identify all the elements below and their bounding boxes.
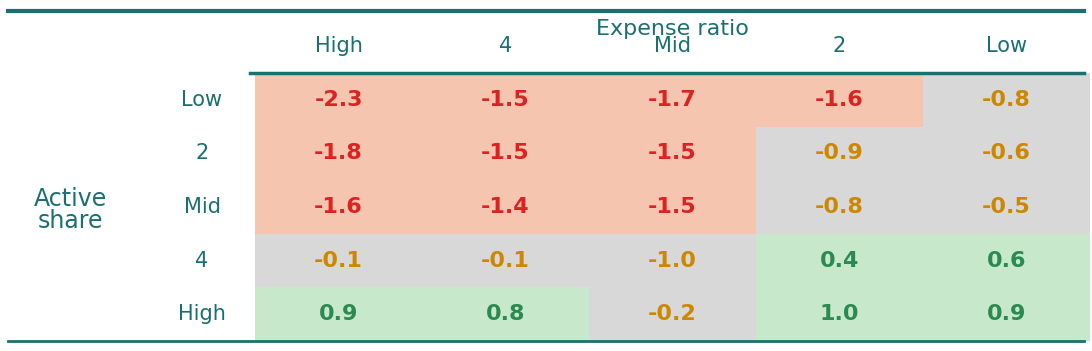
Text: share: share (37, 209, 103, 233)
Text: -0.1: -0.1 (482, 251, 530, 271)
Text: Mid: Mid (183, 197, 221, 217)
Text: -0.2: -0.2 (649, 304, 697, 324)
Bar (923, 180, 1090, 234)
Bar (923, 127, 1090, 180)
Text: 0.6: 0.6 (987, 251, 1026, 271)
Text: 0.9: 0.9 (987, 304, 1026, 324)
Text: -2.3: -2.3 (314, 90, 363, 110)
Text: -0.9: -0.9 (815, 144, 864, 164)
Bar (422, 180, 589, 234)
Text: 4: 4 (499, 36, 512, 56)
Text: Active: Active (34, 187, 107, 211)
Text: Mid: Mid (654, 36, 691, 56)
Bar (256, 73, 422, 127)
Text: -0.5: -0.5 (982, 197, 1031, 217)
Text: 0.8: 0.8 (486, 304, 525, 324)
Text: -1.6: -1.6 (815, 90, 864, 110)
Text: High: High (314, 36, 363, 56)
Bar (589, 127, 756, 180)
Text: Low: Low (181, 90, 223, 110)
Text: -1.7: -1.7 (649, 90, 697, 110)
Bar (756, 287, 923, 341)
Text: Low: Low (986, 36, 1028, 56)
Text: -1.8: -1.8 (314, 144, 363, 164)
Bar (589, 287, 756, 341)
Bar (589, 73, 756, 127)
Bar (256, 127, 422, 180)
Text: High: High (178, 304, 226, 324)
Bar (589, 180, 756, 234)
Text: -1.5: -1.5 (482, 144, 530, 164)
Bar (422, 287, 589, 341)
Text: -0.6: -0.6 (982, 144, 1031, 164)
Text: 4: 4 (195, 251, 209, 271)
Text: 2: 2 (195, 144, 209, 164)
Text: Expense ratio: Expense ratio (596, 19, 749, 39)
Bar (256, 180, 422, 234)
Text: -0.8: -0.8 (982, 90, 1031, 110)
Text: -1.0: -1.0 (648, 251, 697, 271)
Text: 2: 2 (833, 36, 846, 56)
Bar (422, 73, 589, 127)
Bar (756, 73, 923, 127)
Text: -1.5: -1.5 (482, 90, 530, 110)
Text: -0.1: -0.1 (314, 251, 363, 271)
Text: -1.5: -1.5 (649, 144, 697, 164)
Bar (756, 234, 923, 287)
Bar (422, 234, 589, 287)
Bar (923, 73, 1090, 127)
Bar (923, 234, 1090, 287)
Text: -0.8: -0.8 (815, 197, 864, 217)
Text: -1.5: -1.5 (649, 197, 697, 217)
Bar (256, 234, 422, 287)
Text: -1.4: -1.4 (482, 197, 530, 217)
Bar (756, 180, 923, 234)
Bar (422, 127, 589, 180)
Bar (589, 234, 756, 287)
Text: 1.0: 1.0 (820, 304, 859, 324)
Bar (923, 287, 1090, 341)
Text: 0.9: 0.9 (319, 304, 358, 324)
Bar (756, 127, 923, 180)
Bar (256, 287, 422, 341)
Text: 0.4: 0.4 (820, 251, 859, 271)
Text: -1.6: -1.6 (314, 197, 363, 217)
